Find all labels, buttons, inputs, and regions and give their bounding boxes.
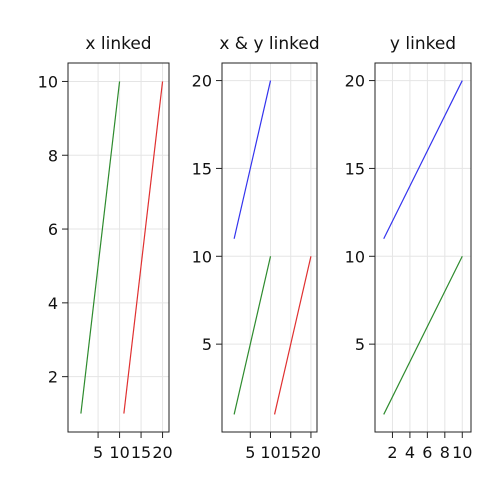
series-line — [273, 256, 312, 415]
y-tick-label: 15 — [345, 159, 365, 178]
x-tick-label: 5 — [245, 443, 255, 462]
y-tick-label: 4 — [48, 294, 58, 313]
x-tick-label: 15 — [131, 443, 151, 462]
y-tick-label: 6 — [48, 220, 58, 239]
x-tick-label: 2 — [387, 443, 397, 462]
panel-title: y linked — [390, 34, 456, 54]
y-tick-label: 20 — [192, 72, 212, 91]
x-tick-label: 20 — [152, 443, 172, 462]
x-tick-label: 15 — [281, 443, 301, 462]
series-line — [123, 81, 164, 414]
y-tick-label: 10 — [345, 247, 365, 266]
y-tick-label: 5 — [202, 335, 212, 354]
x-tick-label: 20 — [301, 443, 321, 462]
plot-frame — [374, 62, 472, 433]
y-tick-label: 10 — [38, 72, 58, 91]
x-tick-label: 5 — [93, 443, 103, 462]
x-tick-label: 10 — [452, 443, 472, 462]
panel-title: x linked — [85, 34, 151, 54]
x-tick-label: 8 — [440, 443, 450, 462]
y-tick-label: 10 — [192, 247, 212, 266]
series-line — [383, 256, 463, 415]
y-tick-label: 2 — [48, 368, 58, 387]
y-tick-label: 5 — [355, 335, 365, 354]
y-tick-label: 20 — [345, 72, 365, 91]
y-tick-label: 15 — [192, 159, 212, 178]
series-line — [233, 256, 272, 415]
plot-frame — [67, 62, 170, 433]
plot-frame — [221, 62, 318, 433]
panel-title: x & y linked — [219, 34, 319, 54]
x-tick-label: 4 — [405, 443, 415, 462]
x-tick-label: 10 — [260, 443, 280, 462]
series-line — [383, 80, 463, 239]
x-tick-label: 6 — [422, 443, 432, 462]
x-tick-label: 10 — [109, 443, 129, 462]
series-line — [233, 80, 272, 239]
y-tick-label: 8 — [48, 146, 58, 165]
series-line — [80, 81, 121, 414]
